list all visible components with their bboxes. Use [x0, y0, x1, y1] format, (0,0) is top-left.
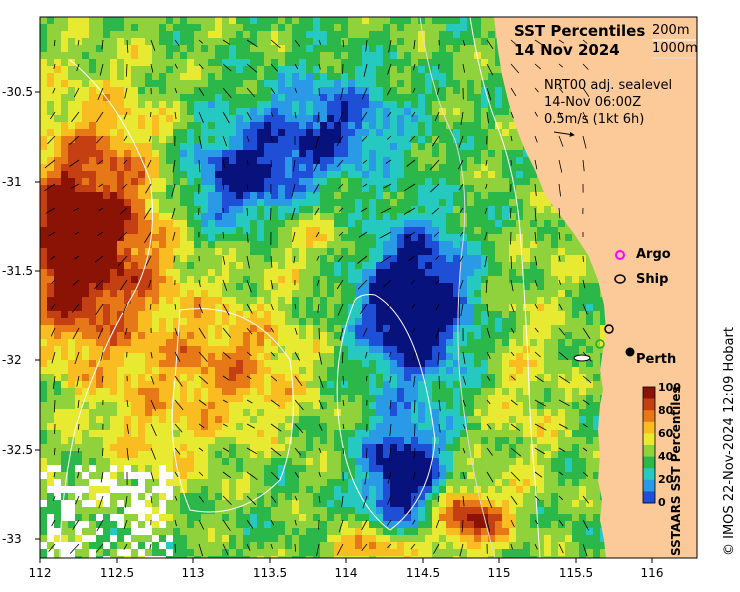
x-tick-label: 113.5 [252, 566, 288, 580]
station-marker-green [595, 339, 605, 349]
ssh-contour-central [171, 308, 294, 513]
axis-ticks [35, 91, 653, 563]
colorbar-tick-40: 40 [658, 450, 674, 463]
x-tick-label: 112.5 [99, 566, 135, 580]
x-tick-label: 115.5 [558, 566, 594, 580]
current-info: NRT00 adj. sealevel 14-Nov 06:00Z 0.5m/s… [544, 77, 672, 128]
current-info-time: 14-Nov 06:00Z [544, 95, 642, 110]
legend-argo: Argo [636, 247, 671, 262]
y-tick-label: -33 [2, 532, 22, 546]
title-line1: SST Percentiles [514, 22, 646, 40]
colorbar [642, 386, 656, 504]
x-tick-label: 114.5 [405, 566, 441, 580]
x-tick-label: 115 [487, 566, 511, 580]
perth-dot [625, 347, 635, 357]
argo-marker [615, 250, 625, 260]
x-tick-label: 116 [640, 566, 664, 580]
current-info-source: NRT00 adj. sealevel [544, 78, 673, 93]
colorbar-tick-0: 0 [658, 496, 666, 509]
current-info-scale: 0.5m/s (1kt 6h) [544, 112, 645, 127]
city-label-perth: Perth [636, 352, 677, 367]
y-tick-label: -31.5 [2, 264, 34, 278]
title-line2: 14 Nov 2024 [514, 41, 620, 59]
scale-vector [553, 131, 575, 137]
colorbar-tick-80: 80 [658, 404, 674, 417]
ssh-contour-west [59, 59, 153, 558]
y-tick-label: -31 [2, 175, 22, 189]
y-tick-label: -32.5 [2, 443, 34, 457]
contour-key: 200m 1000m [652, 22, 698, 58]
x-tick-label: 113 [181, 566, 205, 580]
colorbar-tick-60: 60 [658, 427, 674, 440]
x-tick-label: 112 [28, 566, 52, 580]
rottnest-island [573, 354, 591, 362]
contour-key-1000m: 1000m [652, 41, 698, 56]
ship-marker [614, 274, 626, 284]
contour-key-200m: 200m [652, 23, 690, 38]
ship-track-marker [604, 324, 614, 334]
depth-contour-200m [469, 17, 541, 558]
colorbar-tick-100: 100 [658, 381, 681, 394]
colorbar-tick-20: 20 [658, 473, 674, 486]
y-tick-label: -32 [2, 353, 22, 367]
x-tick-label: 114 [334, 566, 358, 580]
depth-contour-1000m [419, 17, 496, 558]
ssh-contour-eddy [336, 294, 436, 531]
plot-frame [39, 16, 698, 559]
colorbar-label: SSTAARS SST Percentiles [669, 386, 683, 556]
credit-text: © IMOS 22-Nov-2024 12:09 Hobart [722, 327, 737, 556]
map-title: SST Percentiles 14 Nov 2024 [514, 22, 645, 60]
y-tick-label: -30.5 [2, 85, 34, 99]
legend-ship: Ship [636, 272, 669, 287]
